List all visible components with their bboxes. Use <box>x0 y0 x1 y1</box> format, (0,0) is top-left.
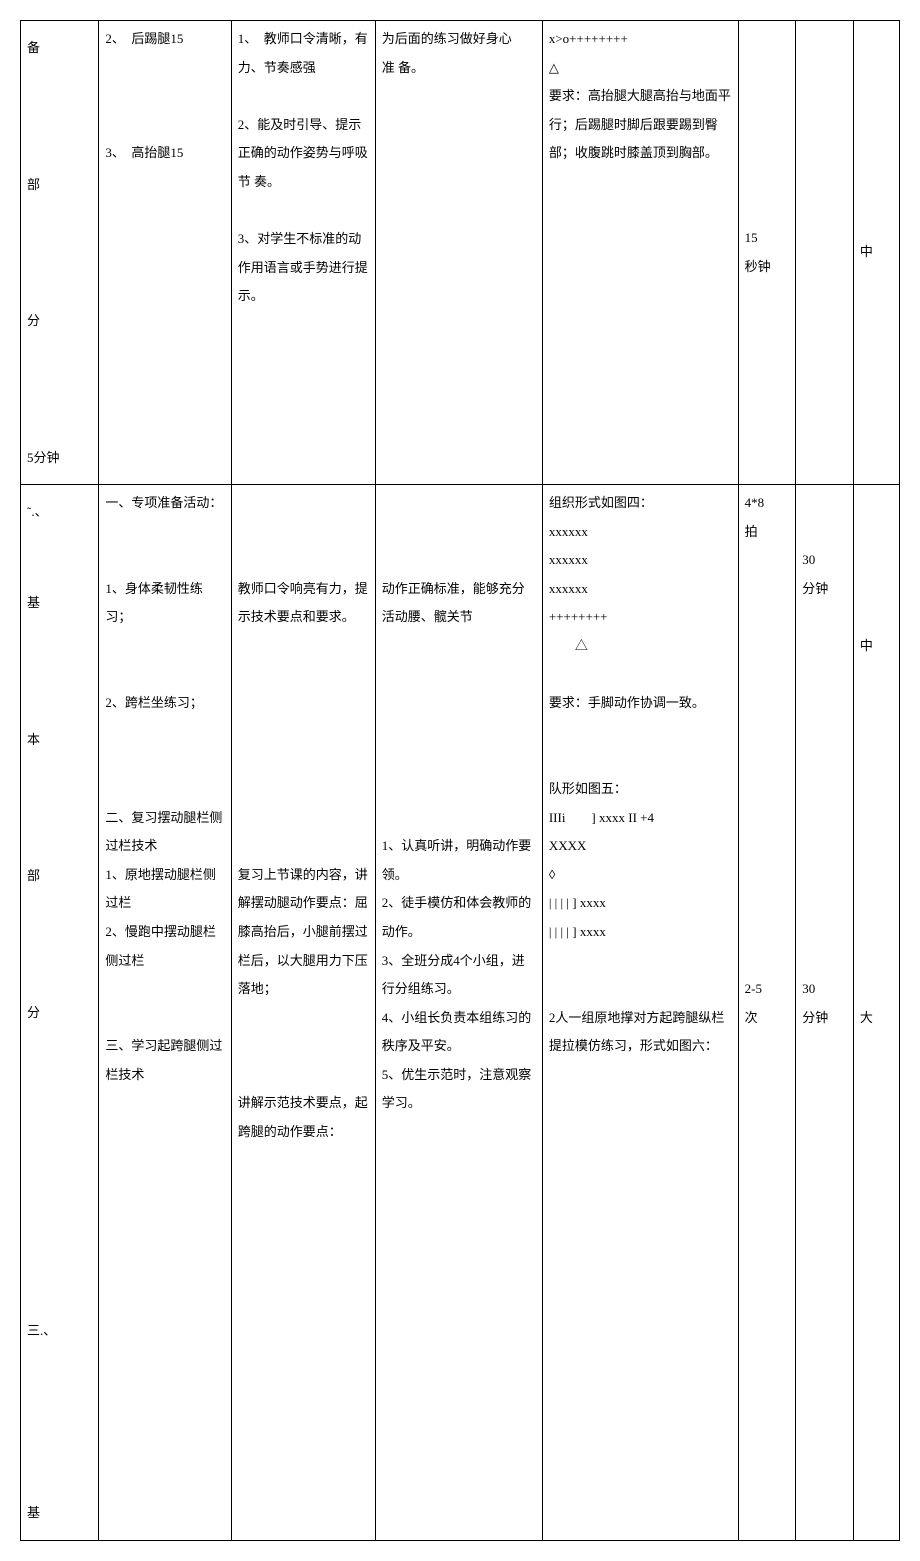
lesson-plan-table: 备 部 分 5分钟 2、 后踢腿15 3、 高抬腿15 1、 教师口令清晰，有力… <box>20 20 900 1541</box>
time-cell <box>796 21 854 485</box>
time-cell: 30分钟 30分钟 <box>796 485 854 1541</box>
student-cell: 为后面的练习做好身心准 备。 <box>375 21 542 485</box>
phase-cell: 备 部 分 5分钟 <box>21 21 99 485</box>
count-cell: 4*8拍 2-5次 <box>738 485 796 1541</box>
teacher-cell: 教师口令响亮有力，提示技术要点和要求。 复习上节课的内容，讲解摆动腿动作要点：屈… <box>231 485 375 1541</box>
count-cell: 15秒钟 <box>738 21 796 485</box>
org-cell: x>o++++++++△要求：高抬腿大腿高抬与地面平行；后踢腿时脚后跟要踢到臀部… <box>542 21 738 485</box>
table-row: ˜.、 基 本 部 分 三.、 基 一、专项准备活动： 1、身体柔韧性练习； 2… <box>21 485 900 1541</box>
phase-cell: ˜.、 基 本 部 分 三.、 基 <box>21 485 99 1541</box>
intensity-cell: 中 大 <box>853 485 899 1541</box>
intensity-cell: 中 <box>853 21 899 485</box>
student-cell: 动作正确标准，能够充分活动腰、髋关节 1、认真听讲，明确动作要领。2、徒手模仿和… <box>375 485 542 1541</box>
table-row: 备 部 分 5分钟 2、 后踢腿15 3、 高抬腿15 1、 教师口令清晰，有力… <box>21 21 900 485</box>
content-cell: 2、 后踢腿15 3、 高抬腿15 <box>99 21 231 485</box>
content-cell: 一、专项准备活动： 1、身体柔韧性练习； 2、跨栏坐练习； 二、复习摆动腿栏侧过… <box>99 485 231 1541</box>
teacher-cell: 1、 教师口令清晰，有力、节奏感强 2、能及时引导、提示正确的动作姿势与呼吸节 … <box>231 21 375 485</box>
org-cell: 组织形式如图四：xxxxxxxxxxxxxxxxxx++++++++ △ 要求：… <box>542 485 738 1541</box>
